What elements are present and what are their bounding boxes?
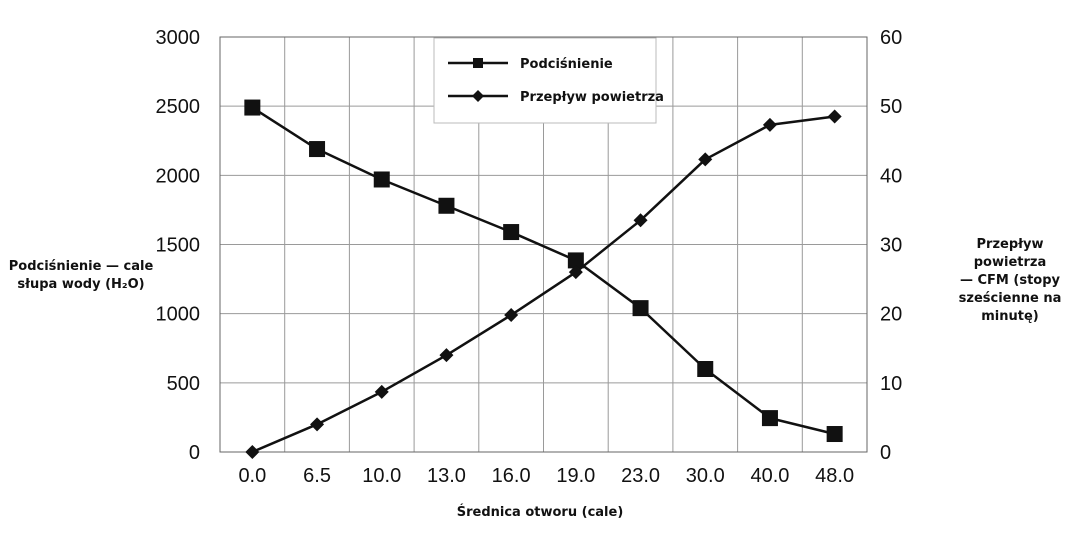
y-right-tick-label: 40 xyxy=(880,165,902,187)
y-left-tick-label: 2000 xyxy=(156,165,201,187)
x-tick-label: 6.5 xyxy=(303,465,331,487)
y-axis-left-title-line2: słupa wody (H₂O) xyxy=(17,277,145,292)
series-layer xyxy=(244,99,843,459)
x-tick-label: 48.0 xyxy=(815,465,854,487)
x-tick-label: 16.0 xyxy=(492,465,531,487)
x-tick-label: 0.0 xyxy=(238,465,266,487)
y-axis-right-title-line4: minutę) xyxy=(981,309,1039,324)
data-point-diamond xyxy=(568,265,583,280)
y-axis-right-title-line1: Przepływ powietrza xyxy=(973,237,1047,270)
data-point-diamond xyxy=(633,213,648,228)
y-axis-right-title: Przepływ powietrza — CFM (stopy sześcien… xyxy=(940,236,1080,326)
chart: 0 500 1000 1500 2000 2500 3000 0 10 20 30 40 50 60 0… xyxy=(156,27,903,487)
left-axis-ticks: 0 500 1000 1500 2000 2500 3000 xyxy=(156,27,201,464)
series-line-podcisnienie xyxy=(251,106,835,436)
series-line-przeplyw xyxy=(251,115,835,454)
data-point-square xyxy=(697,361,714,377)
data-point-diamond xyxy=(374,384,389,399)
y-axis-right-title-line2: — CFM (stopy xyxy=(959,273,1060,288)
y-left-tick-label: 1000 xyxy=(156,304,201,326)
data-point-square xyxy=(373,171,390,188)
data-point-diamond xyxy=(827,109,842,124)
y-axis-right-title-line3: sześcienne na xyxy=(958,291,1062,306)
data-point-square xyxy=(632,300,649,317)
y-left-tick-label: 1500 xyxy=(156,235,201,257)
data-point-square xyxy=(309,141,326,158)
y-axis-left-title-line1: Podciśnienie — cale xyxy=(8,259,154,274)
x-axis-ticks: 0.0 6.5 10.0 13.0 16.0 19.0 23.0 30.0 40.0 48.0 xyxy=(238,465,854,487)
x-tick-label: 23.0 xyxy=(621,465,660,487)
y-left-tick-label: 3000 xyxy=(156,27,201,49)
x-axis-title: Średnica otworu (cale) xyxy=(456,505,624,520)
y-right-tick-label: 50 xyxy=(880,96,902,118)
x-tick-label: 30.0 xyxy=(686,465,725,487)
data-point-diamond xyxy=(504,308,519,323)
y-right-tick-label: 10 xyxy=(880,373,902,395)
y-left-tick-label: 0 xyxy=(189,442,200,464)
y-axis-left-title: Podciśnienie — cale słupa wody (H₂O) xyxy=(6,258,156,294)
x-tick-label: 10.0 xyxy=(362,465,401,487)
data-point-square xyxy=(503,224,520,241)
y-right-tick-label: 20 xyxy=(880,304,902,326)
y-right-tick-label: 60 xyxy=(880,27,902,49)
data-point-square xyxy=(244,99,261,116)
legend-label-podcisnienie: Podciśnienie xyxy=(520,57,613,72)
data-point-square xyxy=(438,197,455,214)
legend-box xyxy=(433,37,657,124)
data-point-diamond xyxy=(310,417,325,432)
right-axis-ticks: 0 10 20 30 40 50 60 xyxy=(880,27,902,464)
data-point-square xyxy=(567,252,584,269)
x-tick-label: 13.0 xyxy=(427,465,466,487)
y-left-tick-label: 2500 xyxy=(156,96,201,118)
x-tick-label: 19.0 xyxy=(556,465,595,487)
data-point-diamond xyxy=(698,152,713,167)
y-right-tick-label: 0 xyxy=(880,442,891,464)
y-left-tick-label: 500 xyxy=(167,373,200,395)
legend-marker-square-icon xyxy=(473,58,483,68)
data-point-diamond xyxy=(762,117,777,132)
data-point-square xyxy=(761,410,778,427)
legend-label-przeplyw: Przepływ powietrza xyxy=(520,90,664,105)
x-tick-label: 40.0 xyxy=(750,465,789,487)
y-right-tick-label: 30 xyxy=(880,235,902,257)
data-point-square xyxy=(826,426,843,443)
plot-frame xyxy=(219,36,868,453)
data-point-diamond xyxy=(439,348,454,363)
legend-marker-diamond-icon xyxy=(472,90,484,102)
data-point-diamond xyxy=(245,445,260,459)
legend: Podciśnienie Przepływ powietrza xyxy=(433,37,664,124)
